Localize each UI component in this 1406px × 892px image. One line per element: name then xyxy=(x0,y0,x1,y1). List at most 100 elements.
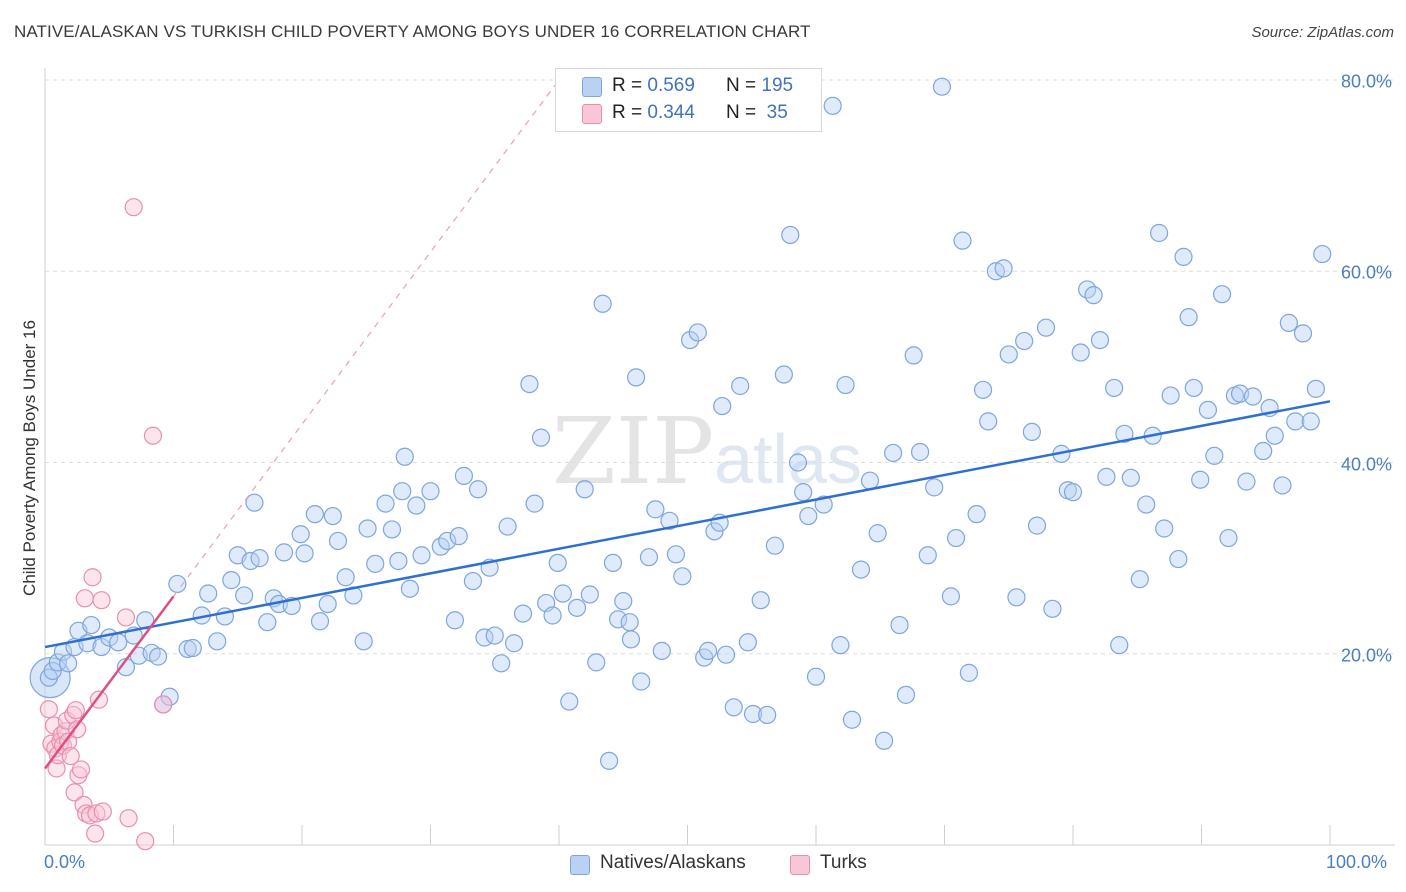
turk-point xyxy=(86,824,105,843)
legend-n-label: N = xyxy=(726,102,757,123)
native-point xyxy=(994,259,1013,278)
native-point xyxy=(758,705,777,725)
native-point xyxy=(291,525,310,544)
native-point xyxy=(632,672,651,691)
y-tick-label: 40.0% xyxy=(1340,454,1392,474)
native-point xyxy=(245,493,264,512)
native-point xyxy=(794,483,813,502)
native-point xyxy=(868,524,887,543)
legend-n-natives: 195 xyxy=(761,75,794,96)
native-point xyxy=(680,331,700,350)
native-point xyxy=(705,522,724,541)
native-point xyxy=(688,323,707,342)
turk-point xyxy=(143,426,163,445)
turk-point xyxy=(93,802,112,821)
bottom-legend-natives: Natives/Alaskans xyxy=(570,852,746,875)
native-point xyxy=(1121,468,1140,487)
native-point xyxy=(1191,470,1210,489)
legend-swatch-natives xyxy=(582,77,602,97)
native-point xyxy=(600,751,619,770)
native-point xyxy=(178,639,197,659)
native-point xyxy=(896,685,916,704)
native-point xyxy=(953,231,972,250)
native-point xyxy=(738,633,757,652)
native-point xyxy=(400,579,420,598)
turk-point xyxy=(65,783,84,802)
native-point xyxy=(999,345,1018,364)
native-point xyxy=(1071,343,1090,362)
native-point xyxy=(831,636,850,655)
native-point xyxy=(1205,446,1224,465)
native-point xyxy=(449,527,468,546)
turk-point xyxy=(47,759,66,778)
native-point xyxy=(498,517,517,536)
native-point xyxy=(875,731,894,750)
native-point xyxy=(548,553,567,573)
x-tick-label-min: 0.0% xyxy=(44,852,86,872)
native-point xyxy=(92,637,111,657)
native-point xyxy=(531,428,551,447)
native-point xyxy=(941,587,961,606)
native-point xyxy=(1043,599,1062,618)
turk-point xyxy=(154,695,173,714)
native-point xyxy=(716,645,736,664)
turk-point xyxy=(124,198,143,217)
native-point xyxy=(1105,378,1124,398)
native-point xyxy=(323,506,342,526)
native-point xyxy=(168,574,187,594)
native-point xyxy=(932,77,952,96)
native-point xyxy=(1115,424,1134,443)
native-point xyxy=(553,584,572,603)
natives-points xyxy=(29,77,1332,770)
native-point xyxy=(376,494,395,513)
native-point xyxy=(666,545,686,564)
turk-point xyxy=(61,746,80,766)
turks-trend-extension xyxy=(173,79,560,597)
native-point xyxy=(890,615,909,635)
turk-point xyxy=(92,591,111,610)
native-point xyxy=(799,506,818,526)
native-point xyxy=(567,598,587,617)
native-point xyxy=(836,375,855,395)
native-point xyxy=(148,647,168,666)
native-point xyxy=(814,495,833,514)
native-point xyxy=(525,494,544,513)
native-point xyxy=(1279,313,1298,332)
bottom-swatch-turks xyxy=(790,855,810,875)
native-point xyxy=(358,519,377,538)
native-point xyxy=(389,551,408,571)
native-point xyxy=(1254,441,1273,461)
native-point xyxy=(1110,636,1129,655)
turks-trend-line xyxy=(43,595,175,770)
native-point xyxy=(82,615,101,635)
native-point xyxy=(1149,223,1169,243)
watermark-atlas: atlas xyxy=(714,420,863,498)
natives-trend-line xyxy=(44,400,1331,649)
native-point xyxy=(698,641,718,660)
native-point xyxy=(1293,324,1313,343)
native-point xyxy=(910,442,930,462)
turk-point xyxy=(48,746,67,765)
native-point xyxy=(1169,549,1188,569)
native-point xyxy=(543,606,562,625)
native-point xyxy=(620,613,639,632)
source-label: Source: ZipAtlas.com xyxy=(1251,24,1394,41)
native-point xyxy=(222,571,241,590)
turk-point xyxy=(75,589,94,608)
legend-n-turks: 35 xyxy=(766,102,788,123)
native-point xyxy=(1243,387,1263,406)
native-point xyxy=(925,478,944,497)
native-point xyxy=(731,376,750,396)
native-point xyxy=(652,641,671,660)
native-point xyxy=(587,653,606,672)
native-point xyxy=(250,549,269,568)
native-point xyxy=(713,396,732,416)
native-point xyxy=(520,374,539,394)
native-point xyxy=(1027,516,1047,535)
native-point xyxy=(109,633,128,652)
watermark: ZIPatlas xyxy=(552,398,862,505)
native-point xyxy=(724,698,743,717)
native-point xyxy=(788,453,808,472)
native-point xyxy=(751,591,770,610)
native-point xyxy=(328,531,348,551)
